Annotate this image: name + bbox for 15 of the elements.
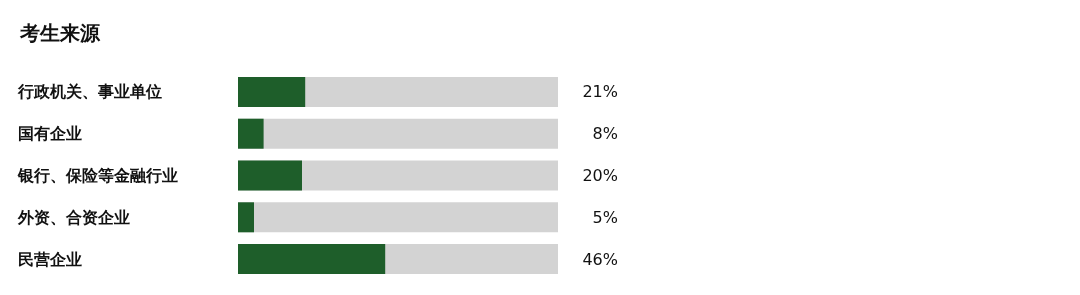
data-label: 8% <box>592 124 618 144</box>
data-label: 21% <box>582 82 618 102</box>
data-label: 20% <box>582 166 618 185</box>
data-label: 5% <box>592 207 618 227</box>
y-tick-label: 外资、合资企业 <box>17 207 130 227</box>
y-tick-label: 行政机关、事业单位 <box>17 82 162 102</box>
bar <box>238 160 302 191</box>
bar <box>238 76 306 107</box>
y-tick-label: 银行、保险等金融行业 <box>17 166 178 185</box>
text: 考生来源 <box>19 21 101 45</box>
y-tick-label: 国有企业 <box>18 124 82 144</box>
y-tick-label: 民营企业 <box>18 249 82 269</box>
bar <box>238 118 264 149</box>
data-label: 46% <box>582 249 618 269</box>
bar <box>238 202 254 233</box>
